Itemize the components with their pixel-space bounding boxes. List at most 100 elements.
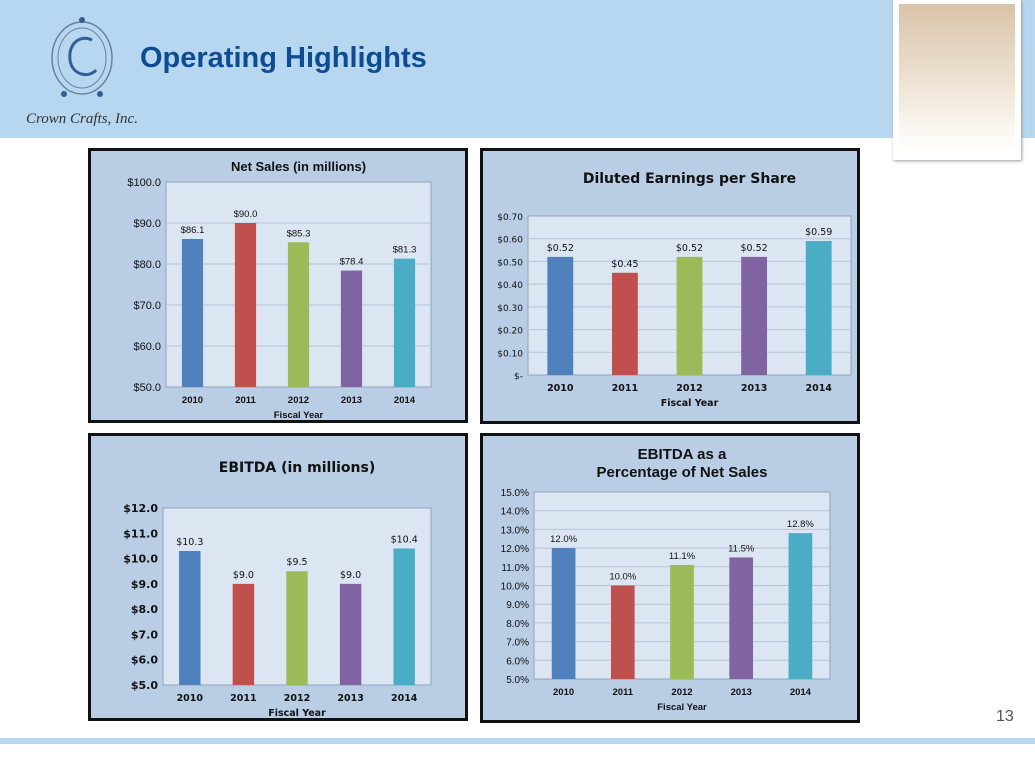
y-tick-label: 9.0% — [506, 600, 529, 611]
data-label: $90.0 — [234, 209, 258, 220]
bar-2010 — [551, 548, 576, 679]
x-tick-label: 2011 — [612, 383, 638, 394]
y-tick-label: $0.10 — [497, 349, 523, 359]
data-label: $9.0 — [340, 570, 361, 581]
page-number: 13 — [996, 708, 1014, 725]
y-tick-label: $50.0 — [133, 382, 161, 394]
ebitda-pct-chart: 5.0% 6.0% 7.0% 8.0% 9.0% 10.0% 11.0% 12.0% 13.0%… — [480, 433, 860, 723]
x-tick-label: 2011 — [612, 687, 633, 698]
bar-2011 — [610, 585, 635, 679]
y-tick-label: $6.0 — [131, 654, 158, 667]
chart-title: EBITDA (in millions) — [219, 460, 375, 476]
y-tick-label: $0.20 — [497, 327, 523, 337]
y-tick-label: 10.0% — [501, 582, 529, 593]
y-tick-label: 13.0% — [501, 525, 529, 536]
y-tick-label: $8.0 — [131, 603, 158, 616]
bar-2014 — [393, 258, 416, 387]
bar-2010 — [181, 238, 204, 387]
slide-header: Crown Crafts, Inc. Operating Highlights — [0, 0, 1035, 138]
x-tick-label: 2013 — [731, 687, 752, 698]
chart-svg: $5.0 $6.0 $7.0 $8.0 $9.0 $10.0 $11.0 $12.0 $10.3… — [123, 460, 432, 718]
y-tick-label: 6.0% — [506, 656, 529, 667]
y-tick-label: $90.0 — [133, 218, 161, 230]
data-label: $0.45 — [611, 259, 638, 270]
data-label: $9.0 — [233, 570, 254, 581]
y-tick-label: $9.0 — [131, 578, 158, 591]
y-tick-label: $10.0 — [123, 553, 158, 566]
y-tick-label: $0.30 — [497, 304, 523, 314]
data-label: $0.52 — [676, 243, 703, 254]
bar-2011 — [232, 583, 255, 685]
x-axis-label: Fiscal Year — [274, 410, 324, 420]
chart-title-line: EBITDA as a — [638, 446, 727, 463]
bar-2010 — [547, 256, 574, 375]
x-tick-label: 2012 — [288, 395, 309, 406]
x-tick-label: 2011 — [235, 395, 256, 406]
data-label: 10.0% — [609, 572, 636, 583]
bar-2013 — [729, 557, 754, 679]
crown-crafts-logo — [51, 17, 113, 97]
x-tick-label: 2014 — [394, 395, 416, 406]
data-label: $78.4 — [340, 257, 364, 268]
x-tick-label: 2013 — [341, 395, 362, 406]
data-label: $9.5 — [286, 557, 307, 568]
ebitda-chart: $5.0 $6.0 $7.0 $8.0 $9.0 $10.0 $11.0 $12.0 $10.3… — [88, 433, 468, 721]
x-tick-label: 2010 — [177, 693, 204, 704]
chart-svg: $50.0 $60.0 $70.0 $80.0 $90.0 $100.0 $86.1 2010… — [127, 159, 432, 420]
x-tick-label: 2012 — [284, 693, 310, 704]
y-tick-label: $0.60 — [497, 236, 523, 246]
y-tick-label: $100.0 — [127, 177, 161, 189]
x-tick-label: 2010 — [547, 383, 574, 394]
y-tick-label: 7.0% — [506, 638, 529, 649]
chart-group: $50.0 $60.0 $70.0 $80.0 $90.0 $100.0 $86.1 2010… — [127, 159, 432, 420]
y-tick-label: $0.50 — [497, 258, 523, 268]
y-tick-label: $0.70 — [497, 213, 523, 223]
y-tick-label: $5.0 — [131, 679, 158, 692]
baby-photo — [893, 0, 1021, 160]
x-tick-label: 2013 — [741, 383, 767, 394]
data-label: 12.8% — [787, 519, 814, 530]
x-tick-label: 2010 — [182, 395, 203, 406]
x-tick-label: 2014 — [391, 693, 418, 704]
page-title: Operating Highlights — [140, 42, 427, 74]
chart-title-line: Percentage of Net Sales — [597, 464, 768, 481]
data-label: $0.52 — [740, 243, 767, 254]
y-tick-label: 12.0% — [501, 544, 529, 555]
chart-group: $5.0 $6.0 $7.0 $8.0 $9.0 $10.0 $11.0 $12.0 $10.3… — [123, 460, 432, 718]
x-tick-label: 2013 — [337, 693, 363, 704]
y-tick-label: 8.0% — [506, 619, 529, 630]
y-tick-label: 5.0% — [506, 675, 529, 686]
data-label: $10.4 — [391, 534, 418, 545]
y-tick-label: $7.0 — [131, 628, 158, 641]
x-tick-label: 2012 — [671, 687, 692, 698]
y-tick-label: $11.0 — [123, 527, 158, 540]
x-axis-label: Fiscal Year — [657, 702, 707, 713]
chart-title: Net Sales (in millions) — [231, 159, 366, 174]
data-label: $10.3 — [176, 537, 203, 548]
y-tick-label: $0.40 — [497, 281, 523, 291]
data-label: $85.3 — [287, 228, 311, 239]
data-label: $86.1 — [181, 225, 205, 236]
y-tick-label: 15.0% — [501, 488, 529, 499]
bar-2013 — [741, 256, 768, 375]
bar-2012 — [670, 564, 694, 679]
y-tick-label: 11.0% — [501, 563, 529, 574]
bar-2014 — [805, 240, 832, 375]
chart-svg: 5.0% 6.0% 7.0% 8.0% 9.0% 10.0% 11.0% 12.0% 13.0%… — [501, 446, 831, 713]
company-name: Crown Crafts, Inc. — [26, 111, 138, 127]
x-axis-label: Fiscal Year — [661, 398, 719, 409]
data-label: $0.59 — [805, 227, 832, 238]
bar-2010 — [179, 550, 201, 685]
x-tick-label: 2011 — [230, 693, 256, 704]
bar-2012 — [286, 571, 308, 685]
bar-2014 — [393, 548, 415, 685]
eps-chart: $- $0.10 $0.20 $0.30 $0.40 $0.50 $0.60 $0.70 $0.… — [480, 148, 860, 424]
bar-2014 — [788, 533, 813, 679]
y-tick-label: $12.0 — [123, 502, 158, 515]
bar-2013 — [340, 270, 363, 387]
y-tick-label: 14.0% — [501, 507, 529, 518]
bar-2013 — [339, 583, 362, 685]
bar-2011 — [611, 272, 638, 375]
data-label: $81.3 — [393, 245, 417, 256]
x-tick-label: 2012 — [676, 383, 702, 394]
